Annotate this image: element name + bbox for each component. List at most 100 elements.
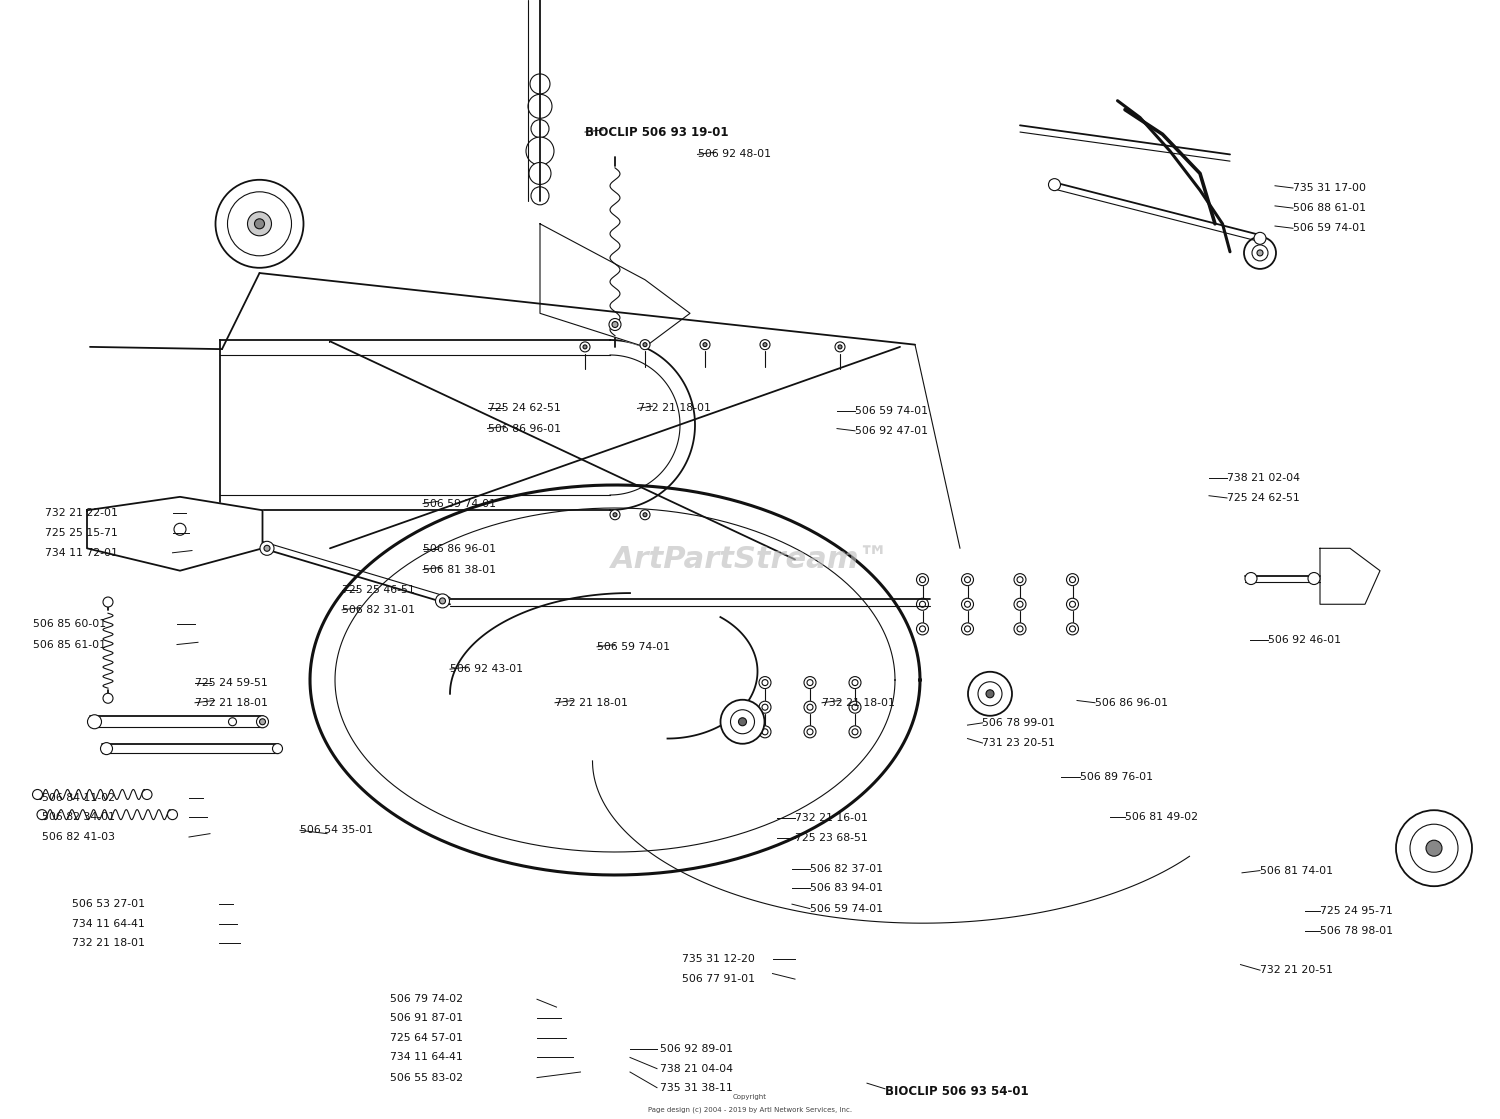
Circle shape <box>644 342 646 347</box>
Text: 506 77 91-01: 506 77 91-01 <box>682 975 756 984</box>
Text: 732 21 18-01: 732 21 18-01 <box>555 698 628 707</box>
Circle shape <box>804 702 816 713</box>
Circle shape <box>849 726 861 737</box>
Circle shape <box>920 576 926 583</box>
Circle shape <box>760 340 770 349</box>
Circle shape <box>1014 599 1026 610</box>
Text: 734 11 64-41: 734 11 64-41 <box>72 920 144 929</box>
Circle shape <box>759 702 771 713</box>
Text: 725 25 15-71: 725 25 15-71 <box>45 528 117 537</box>
Circle shape <box>849 702 861 713</box>
Text: 506 78 99-01: 506 78 99-01 <box>982 718 1056 727</box>
Text: Page design (c) 2004 - 2019 by ArtI Network Services, Inc.: Page design (c) 2004 - 2019 by ArtI Netw… <box>648 1107 852 1113</box>
Text: 506 54 35-01: 506 54 35-01 <box>300 826 374 835</box>
Text: 738 21 02-04: 738 21 02-04 <box>1227 473 1300 482</box>
Text: 735 31 38-11: 735 31 38-11 <box>660 1083 732 1092</box>
Text: 506 59 74-01: 506 59 74-01 <box>1293 224 1366 233</box>
Circle shape <box>612 321 618 328</box>
Circle shape <box>1014 623 1026 634</box>
Text: 732 21 18-01: 732 21 18-01 <box>195 698 268 707</box>
Circle shape <box>530 162 550 185</box>
Text: 506 85 61-01: 506 85 61-01 <box>33 640 106 649</box>
Text: 506 82 41-03: 506 82 41-03 <box>42 833 116 841</box>
Circle shape <box>87 715 102 728</box>
Circle shape <box>228 717 237 726</box>
Text: 725 24 62-51: 725 24 62-51 <box>1227 493 1299 502</box>
Text: 506 91 87-01: 506 91 87-01 <box>390 1014 464 1023</box>
Text: 506 82 37-01: 506 82 37-01 <box>810 865 883 874</box>
Circle shape <box>962 599 974 610</box>
Text: 734 11 64-41: 734 11 64-41 <box>390 1053 462 1062</box>
Circle shape <box>33 790 42 799</box>
Circle shape <box>273 744 282 753</box>
Circle shape <box>1410 825 1458 872</box>
Circle shape <box>839 345 842 349</box>
Circle shape <box>216 180 303 267</box>
Circle shape <box>264 545 270 552</box>
Text: 735 31 17-00: 735 31 17-00 <box>1293 184 1366 192</box>
Text: 506 81 38-01: 506 81 38-01 <box>423 565 496 574</box>
Text: 725 24 62-51: 725 24 62-51 <box>488 404 561 413</box>
Text: 506 55 83-02: 506 55 83-02 <box>390 1073 464 1082</box>
Text: 738 21 04-04: 738 21 04-04 <box>660 1064 734 1073</box>
Circle shape <box>807 679 813 686</box>
Circle shape <box>640 510 650 519</box>
Circle shape <box>759 726 771 737</box>
Circle shape <box>1017 626 1023 632</box>
Text: 506 84 11-02: 506 84 11-02 <box>42 793 116 802</box>
Text: 506 83 94-01: 506 83 94-01 <box>810 884 883 893</box>
Text: 506 92 89-01: 506 92 89-01 <box>660 1044 734 1053</box>
Text: 506 85 60-01: 506 85 60-01 <box>33 620 106 629</box>
Text: 735 31 12-20: 735 31 12-20 <box>682 955 756 963</box>
Circle shape <box>1426 840 1442 856</box>
Circle shape <box>104 598 112 606</box>
Circle shape <box>852 679 858 686</box>
Text: 725 23 68-51: 725 23 68-51 <box>795 834 867 843</box>
Text: 506 82 34-01: 506 82 34-01 <box>42 812 116 821</box>
Circle shape <box>1396 810 1472 886</box>
Text: 506 81 49-02: 506 81 49-02 <box>1125 812 1198 821</box>
Text: 732 21 20-51: 732 21 20-51 <box>1260 966 1334 975</box>
Circle shape <box>610 510 620 519</box>
Text: 506 59 74-01: 506 59 74-01 <box>810 904 883 913</box>
Circle shape <box>174 524 186 535</box>
Text: 734 11 72-01: 734 11 72-01 <box>45 548 118 557</box>
Circle shape <box>435 594 450 608</box>
Circle shape <box>440 598 446 604</box>
Circle shape <box>964 601 970 608</box>
Text: 506 92 43-01: 506 92 43-01 <box>450 665 524 674</box>
Circle shape <box>916 623 928 634</box>
Text: 506 86 96-01: 506 86 96-01 <box>1095 698 1168 707</box>
Text: 731 23 20-51: 731 23 20-51 <box>982 739 1056 747</box>
Circle shape <box>804 726 816 737</box>
Circle shape <box>644 513 646 517</box>
Circle shape <box>962 574 974 585</box>
Circle shape <box>807 728 813 735</box>
Circle shape <box>762 704 768 711</box>
Circle shape <box>1308 573 1320 584</box>
Circle shape <box>916 574 928 585</box>
Circle shape <box>700 340 709 349</box>
Text: BIOCLIP 506 93 54-01: BIOCLIP 506 93 54-01 <box>885 1084 1029 1098</box>
Circle shape <box>260 718 266 725</box>
Text: 506 92 48-01: 506 92 48-01 <box>698 150 771 159</box>
Text: BIOCLIP 506 93 19-01: BIOCLIP 506 93 19-01 <box>585 125 729 139</box>
Text: 506 86 96-01: 506 86 96-01 <box>488 424 561 433</box>
Circle shape <box>580 342 590 351</box>
Text: 506 89 76-01: 506 89 76-01 <box>1080 772 1154 781</box>
Text: 506 86 96-01: 506 86 96-01 <box>423 545 496 554</box>
Circle shape <box>920 601 926 608</box>
Circle shape <box>764 342 766 347</box>
Circle shape <box>730 709 754 734</box>
Text: 725 25 46-51: 725 25 46-51 <box>342 585 414 594</box>
Polygon shape <box>87 497 262 571</box>
Circle shape <box>640 340 650 349</box>
Circle shape <box>807 704 813 711</box>
Circle shape <box>836 342 844 351</box>
Circle shape <box>1252 245 1268 261</box>
Circle shape <box>720 699 765 744</box>
Circle shape <box>852 704 858 711</box>
Circle shape <box>962 623 974 634</box>
Circle shape <box>849 677 861 688</box>
Circle shape <box>1070 626 1076 632</box>
